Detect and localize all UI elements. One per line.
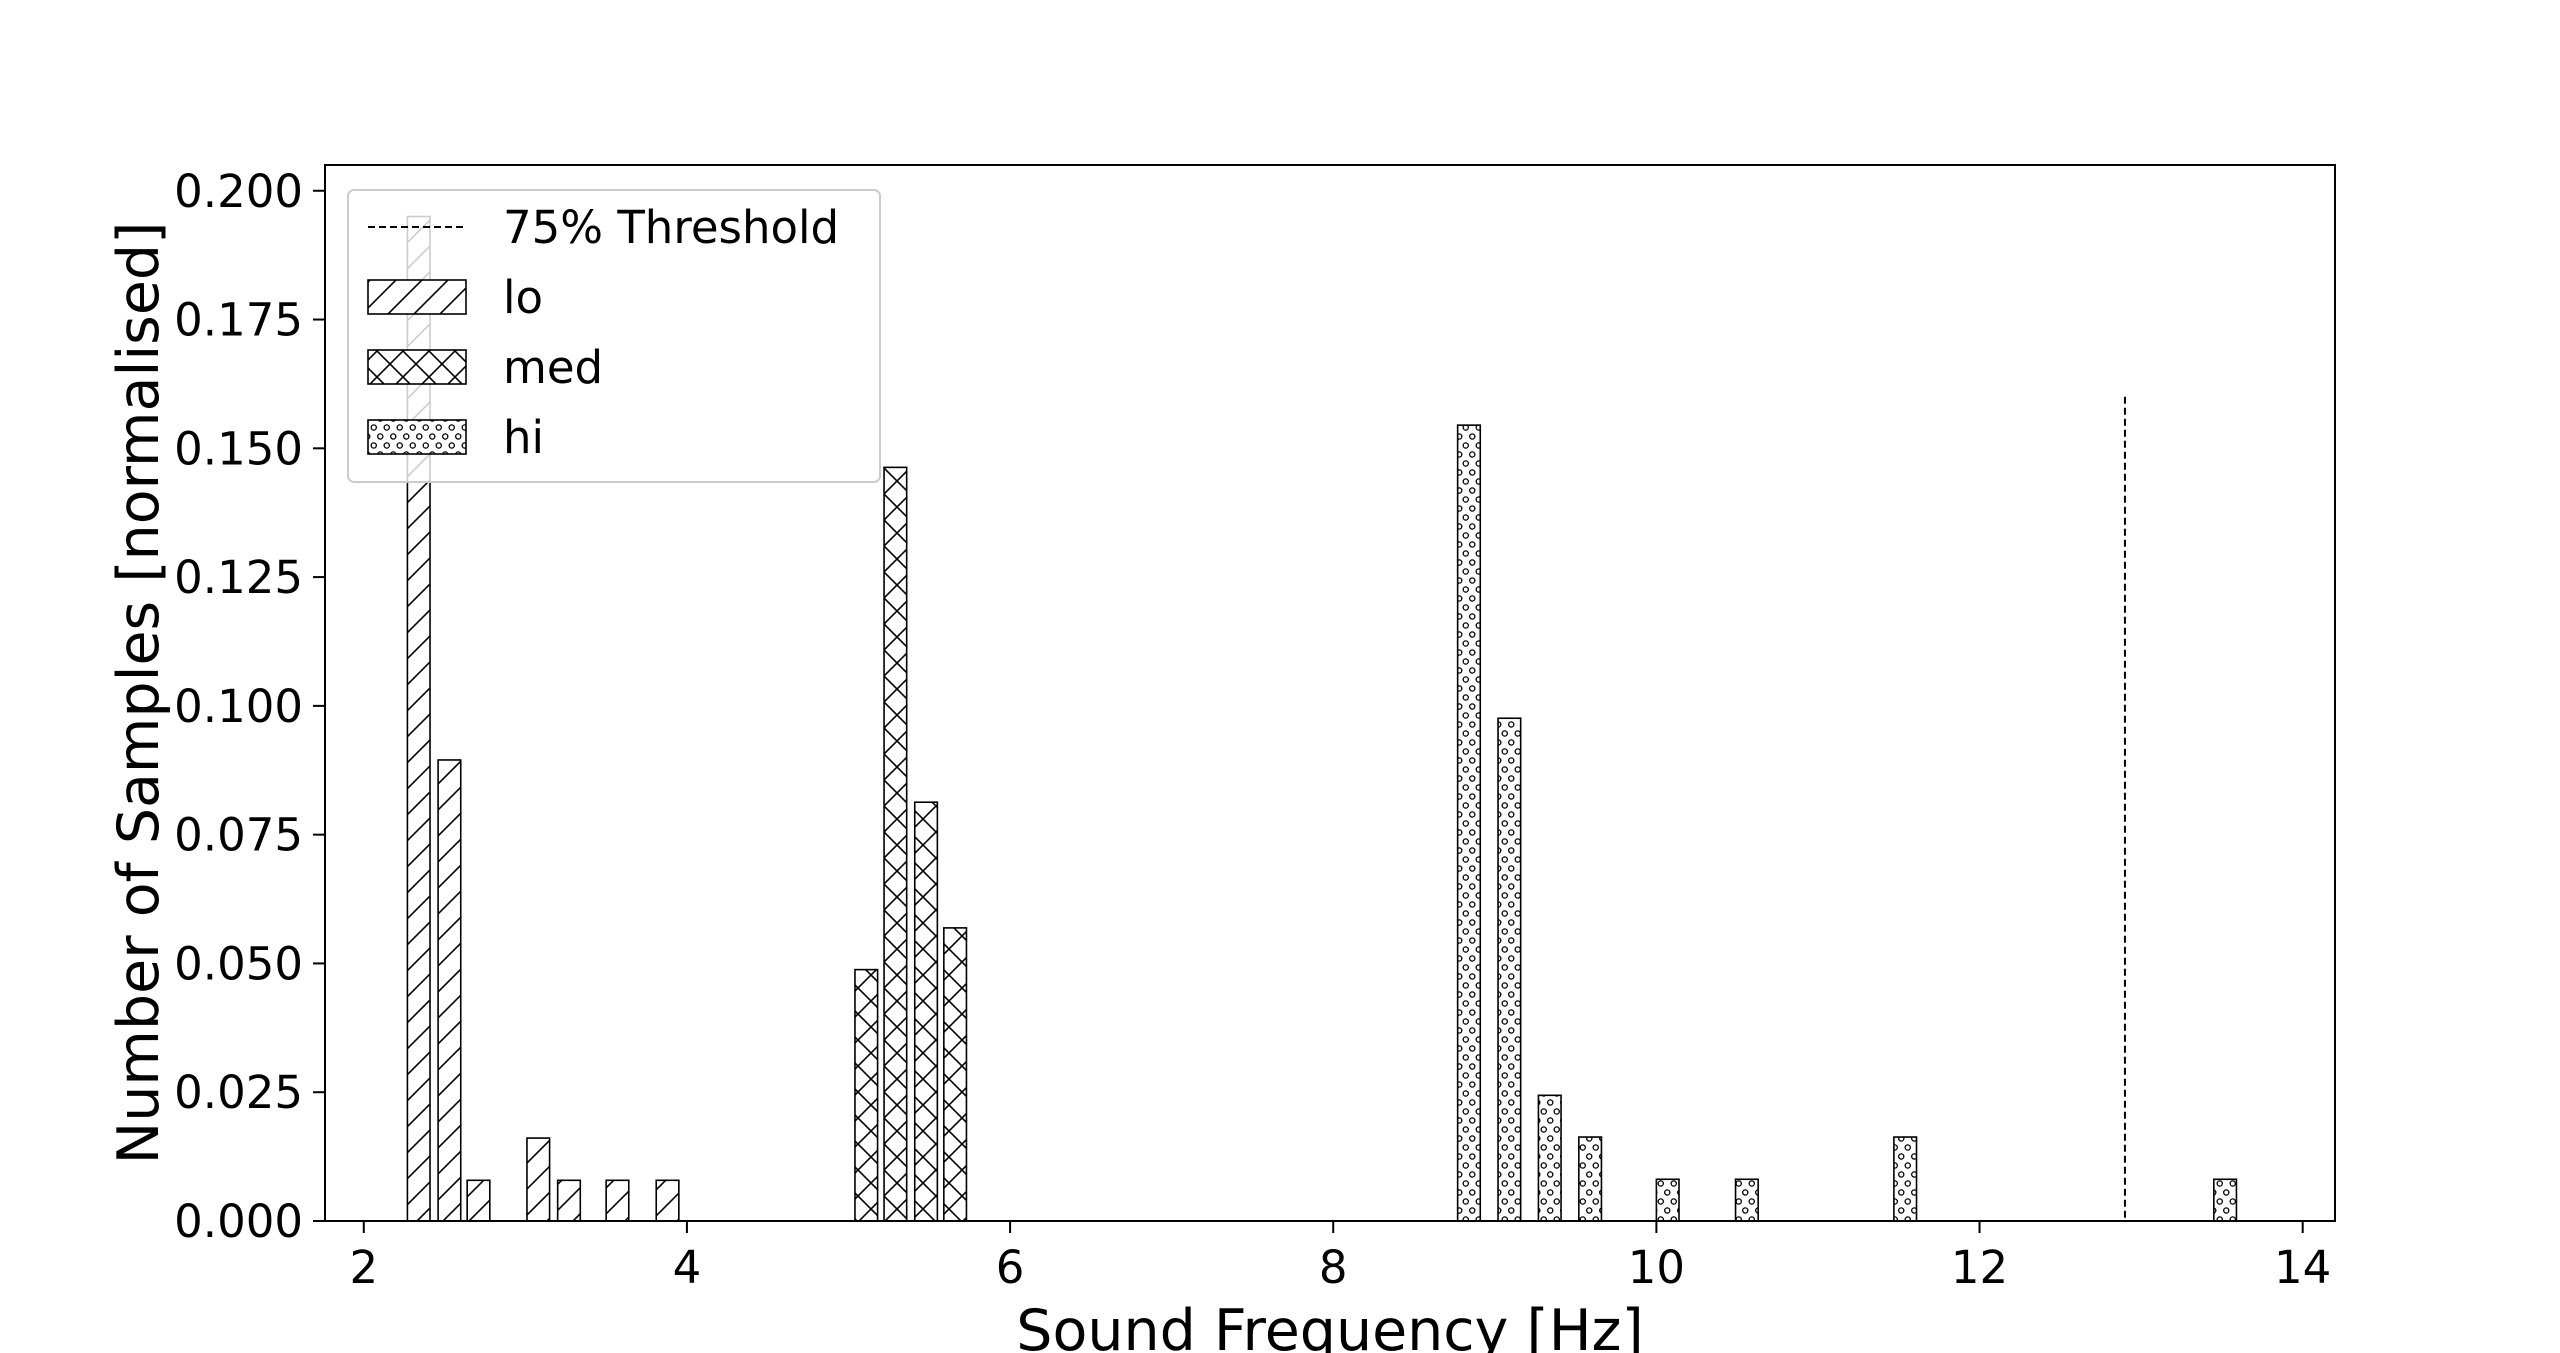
y-tick-label: 0.175 xyxy=(174,294,303,347)
y-axis-title: Number of Samples [normalised] xyxy=(106,222,172,1165)
x-axis-title: Sound Frequency [Hz] xyxy=(1016,1298,1643,1353)
bar-lo-1 xyxy=(437,759,462,1222)
legend-swatch-med xyxy=(367,349,467,385)
bar-med-2 xyxy=(913,801,939,1222)
bar-lo-4 xyxy=(556,1179,582,1222)
bar-med-0 xyxy=(854,968,879,1222)
bar-hi-6 xyxy=(1893,1136,1918,1222)
x-tick-label: 2 xyxy=(349,1241,378,1294)
legend-label-med: med xyxy=(503,341,603,394)
bar-hi-7 xyxy=(2213,1178,2238,1222)
x-tick-label: 14 xyxy=(2274,1241,2331,1294)
x-tick-label: 10 xyxy=(1628,1241,1685,1294)
bar-hi-5 xyxy=(1734,1178,1759,1222)
x-tick-label: 12 xyxy=(1951,1241,2008,1294)
bar-med-3 xyxy=(943,927,968,1222)
plot-frame xyxy=(324,164,2336,1222)
y-axis: 0.000 0.025 0.050 0.075 0.100 0.125 0.150 0.175… xyxy=(174,165,325,1248)
legend-items: 75% Threshold lo med hi xyxy=(367,201,839,464)
bar-hi-3 xyxy=(1578,1136,1603,1222)
legend-threshold-label: 75% Threshold xyxy=(503,201,839,254)
x-axis: 2 4 6 8 10 12 14 xyxy=(349,1221,2331,1294)
x-tick-label: 8 xyxy=(1319,1241,1348,1294)
y-tick-label: 0.050 xyxy=(174,937,303,990)
legend-swatch-hi xyxy=(367,419,467,455)
bar-hi-0 xyxy=(1456,424,1482,1222)
bar-lo-6 xyxy=(655,1179,680,1222)
legend-box xyxy=(347,189,881,483)
y-tick-label: 0.100 xyxy=(174,680,303,733)
bar-lo-5 xyxy=(605,1179,630,1222)
y-tick-label: 0.150 xyxy=(174,422,303,475)
bar-lo-2 xyxy=(466,1179,491,1222)
y-tick-label: 0.025 xyxy=(174,1066,303,1119)
bar-med-1 xyxy=(883,466,908,1222)
y-tick-label: 0.125 xyxy=(174,551,303,604)
bar-hi-2 xyxy=(1537,1094,1562,1222)
bar-hi-1 xyxy=(1497,717,1522,1222)
bar-hi-4 xyxy=(1655,1178,1680,1222)
y-tick-label: 0.000 xyxy=(174,1195,303,1248)
legend-swatch-lo xyxy=(367,279,467,315)
y-tick-label: 0.200 xyxy=(174,165,303,218)
x-tick-label: 6 xyxy=(996,1241,1025,1294)
legend-label-hi: hi xyxy=(503,411,544,464)
bar-lo-3 xyxy=(526,1137,551,1222)
legend: 75% Threshold lo med hi xyxy=(347,189,881,483)
y-tick-label: 0.075 xyxy=(174,809,303,862)
legend-label-lo: lo xyxy=(503,271,543,324)
x-tick-label: 4 xyxy=(673,1241,702,1294)
